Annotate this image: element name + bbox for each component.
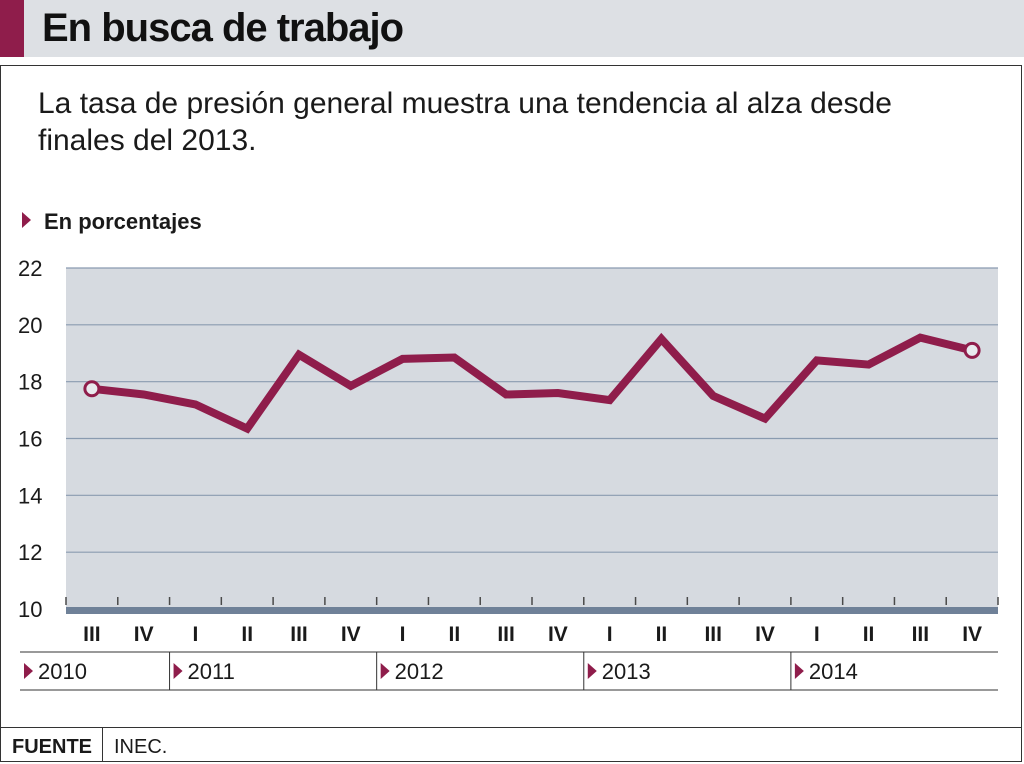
year-label: 2010 [38,659,87,684]
series [83,332,981,434]
y-tick-label: 14 [18,483,42,508]
x-tick-label: IV [134,623,154,646]
x-axis: III IV I II III IV I II III IV I II III IV I II III IV [65,597,999,646]
y-tick-label: 18 [18,370,42,395]
year-label: 2014 [809,659,858,684]
year-label: 2011 [188,659,235,684]
x-tick-label: III [704,623,722,646]
x-baseline [66,607,998,614]
x-tick-label: I [607,623,613,646]
x-tick-label: II [448,623,460,646]
units-marker-icon [22,212,31,228]
source-separator [102,728,103,762]
y-tick-label: 16 [18,427,42,452]
series-end-point [83,380,101,398]
chart-frame [0,65,1022,762]
x-tick-label: III [497,623,515,646]
y-tick-label: 20 [18,313,42,338]
year-label: 2013 [602,659,651,684]
header-bar [0,0,1024,57]
footer-divider [0,727,1022,728]
x-tick-label: III [912,623,930,646]
y-tick-label: 12 [18,540,42,565]
header-accent [0,0,24,57]
x-axis-baseline [66,607,998,614]
source-label: FUENTE [12,736,92,758]
x-tick-label: IV [548,623,568,646]
series-end-point [963,341,981,359]
x-tick-label: II [241,623,253,646]
year-axis: 2010 2011 2012 2013 2014 [20,651,998,691]
year-marker-icon [587,663,597,679]
year-marker-icon [24,663,33,679]
x-tick-label: I [400,623,406,646]
year-marker-icon [173,663,183,679]
source-value: INEC. [114,736,168,758]
y-axis: 10 12 14 16 18 20 22 [18,256,42,622]
chart-title: En busca de trabajo [42,6,404,50]
x-tick-label: II [656,623,668,646]
x-tick-label: I [193,623,199,646]
x-tick-label: IV [962,623,982,646]
x-tick-label: II [863,623,875,646]
y-tick-label: 22 [18,256,42,281]
year-marker-icon [380,663,390,679]
x-tick-label: I [814,623,820,646]
x-tick-label: IV [755,623,775,646]
year-label: 2012 [395,659,444,684]
y-tick-label: 10 [18,597,42,622]
x-tick-label: III [290,623,308,646]
year-marker-icon [794,663,804,679]
x-tick-label: III [83,623,101,646]
units-label: En porcentajes [44,209,202,234]
x-tick-label: IV [341,623,361,646]
series-line [91,332,974,434]
gridlines [66,267,998,553]
chart-subtitle: La tasa de presión general muestra una t… [38,87,892,157]
